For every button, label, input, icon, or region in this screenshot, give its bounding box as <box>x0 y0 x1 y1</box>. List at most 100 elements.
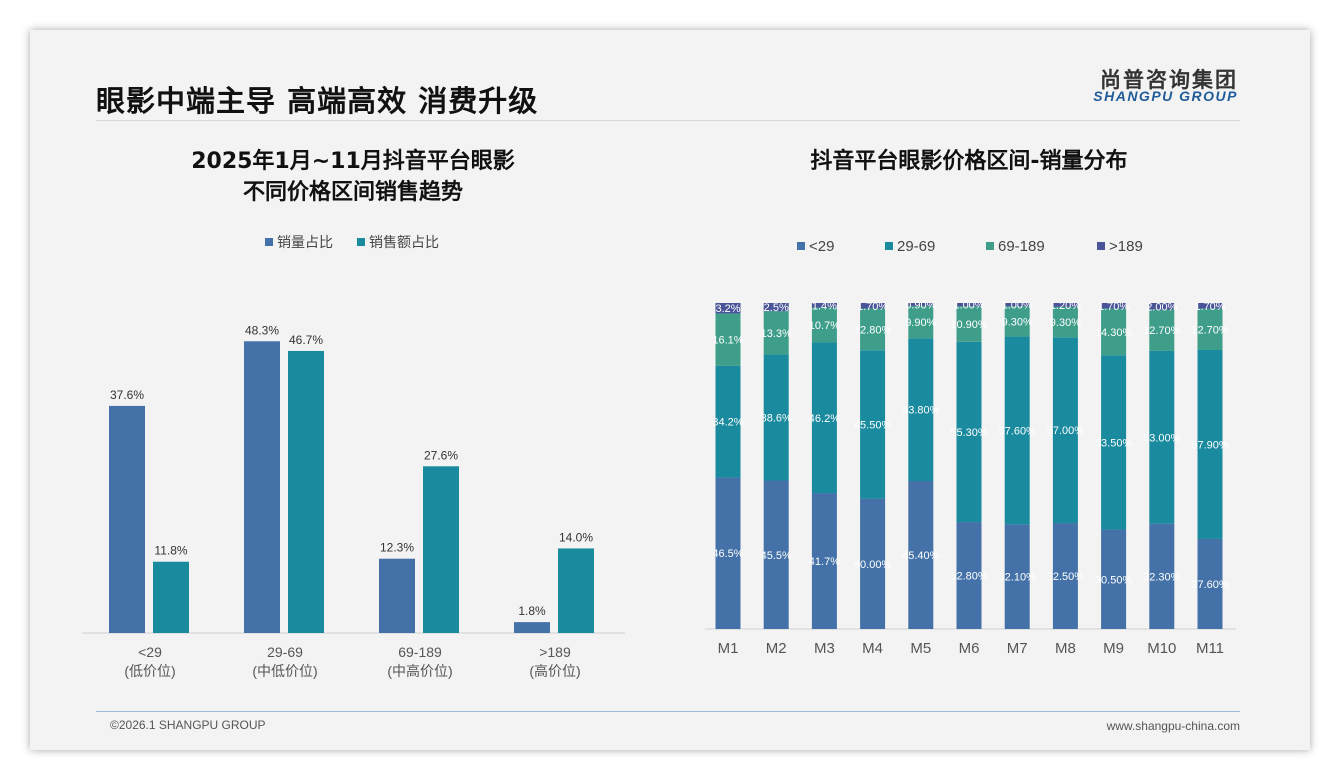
stacked-bar-segment <box>1004 524 1030 629</box>
data-label: 38.6% <box>761 413 792 425</box>
data-label: 14.0% <box>559 530 593 544</box>
legend-swatch <box>885 242 893 250</box>
data-label: 32.10% <box>999 572 1037 584</box>
data-label: 1.70% <box>1098 301 1129 313</box>
stacked-bar-segment <box>1004 336 1030 525</box>
x-tick-sublabel: (中低价位) <box>252 663 317 679</box>
data-label: 53.50% <box>1095 437 1133 449</box>
x-tick-label: M8 <box>1055 640 1076 657</box>
data-label: 12.70% <box>1191 324 1229 336</box>
x-tick-label: M5 <box>910 640 931 657</box>
stacked-bar-segment <box>1197 303 1223 309</box>
stacked-bar-segment <box>811 493 837 629</box>
x-tick-sublabel: (中高价位) <box>387 663 452 679</box>
data-label: 46.7% <box>289 333 323 347</box>
data-label: 41.7% <box>809 556 840 568</box>
stacked-bar-segment <box>763 354 789 481</box>
data-label: 1.00% <box>1002 300 1033 312</box>
data-label: 12.3% <box>380 541 414 555</box>
stacked-bar-segment <box>1149 309 1175 351</box>
data-label: 9.90% <box>905 317 936 329</box>
stacked-bar-segment <box>1149 303 1175 310</box>
stacked-bar-segment <box>715 313 741 366</box>
left-chart-title-line1: 2025年1月~11月抖音平台眼影 <box>191 148 515 174</box>
data-label: 12.80% <box>854 324 892 336</box>
data-label: 32.50% <box>1047 571 1085 583</box>
data-label: 16.1% <box>712 335 743 347</box>
stacked-bar-segment <box>811 307 837 343</box>
stacked-bar-segment <box>1052 303 1078 307</box>
stacked-bar-segment <box>1004 303 1030 307</box>
stacked-bar-segment <box>860 498 886 629</box>
data-label: 1.20% <box>1050 300 1081 312</box>
legend-label: 销售额占比 <box>369 234 439 250</box>
data-label: 45.40% <box>902 550 940 562</box>
right-chart-title: 抖音平台眼影价格区间-销量分布 <box>810 148 1127 174</box>
data-label: 45.50% <box>854 419 892 431</box>
x-tick-label: <29 <box>138 644 162 660</box>
logo-chinese: 尚普咨询集团 <box>1100 68 1238 92</box>
data-label: 46.2% <box>809 413 840 425</box>
data-label: 53.00% <box>1143 432 1181 444</box>
stacked-bar-segment <box>1149 523 1175 629</box>
legend-label: 69-189 <box>998 238 1045 255</box>
x-tick-label: M7 <box>1007 640 1028 657</box>
slide-title: 眼影中端主导 高端高效 消费升级 <box>96 84 539 118</box>
x-tick-label: 69-189 <box>398 644 442 660</box>
data-label: 55.30% <box>950 427 988 439</box>
x-tick-label: M11 <box>1196 640 1224 657</box>
stacked-bar-segment <box>763 480 789 629</box>
stacked-bar-segment <box>860 303 886 309</box>
stacked-bar-segment <box>811 303 837 308</box>
legend-label: 销量占比 <box>277 234 333 250</box>
stacked-bar-segment <box>956 341 982 523</box>
stacked-bar-segment <box>763 303 789 312</box>
x-tick-label: M4 <box>862 640 883 657</box>
bar <box>153 561 189 633</box>
bar <box>514 622 550 633</box>
legend-label: 29-69 <box>897 238 935 255</box>
x-tick-sublabel: (高价位) <box>529 663 580 679</box>
data-label: 9.30% <box>1002 316 1033 328</box>
data-label: 3.2% <box>715 303 740 315</box>
data-label: 40.00% <box>854 559 892 571</box>
stacked-bar-segment <box>1197 308 1223 350</box>
data-label: 1.4% <box>812 300 837 312</box>
slide: 眼影中端主导 高端高效 消费升级 尚普咨询集团 SHANGPU GROUP ©2… <box>30 30 1310 750</box>
stacked-bar-segment <box>1149 350 1175 524</box>
data-label: 57.00% <box>1047 425 1085 437</box>
data-label: 34.2% <box>712 417 743 429</box>
data-label: 57.60% <box>999 425 1037 437</box>
stacked-bar-segment <box>1101 308 1127 356</box>
data-label: 2.5% <box>764 302 789 314</box>
data-label: 57.90% <box>1191 439 1229 451</box>
x-tick-label: M2 <box>766 640 787 657</box>
data-label: 30.50% <box>1095 574 1133 586</box>
x-tick-label: M10 <box>1147 640 1176 657</box>
stacked-bar-segment <box>908 480 934 629</box>
stacked-bar-segment <box>908 303 934 306</box>
stacked-bar-segment <box>908 338 934 481</box>
x-tick-sublabel: (低价位) <box>124 663 175 679</box>
bar <box>379 558 415 633</box>
x-tick-label: M6 <box>959 640 980 657</box>
data-label: 10.7% <box>809 320 840 332</box>
stacked-bar-segment <box>956 306 982 342</box>
stacked-bar-segment <box>1101 355 1127 530</box>
data-label: 48.3% <box>245 323 279 337</box>
data-label: 1.8% <box>518 604 546 618</box>
stacked-bar-segment <box>1101 303 1127 309</box>
legend-swatch <box>357 238 365 246</box>
legend-label: >189 <box>1109 238 1143 255</box>
stacked-bar-segment <box>715 365 741 478</box>
data-label: 9.30% <box>1050 317 1081 329</box>
x-tick-label: 29-69 <box>267 644 303 660</box>
footer-website: www.shangpu-china.com <box>1106 719 1240 733</box>
legend-label: <29 <box>809 238 834 255</box>
data-label: 14.30% <box>1095 327 1133 339</box>
data-label: 45.5% <box>761 550 792 562</box>
legend-swatch <box>265 238 273 246</box>
stacked-bar-segment <box>860 308 886 351</box>
data-label: 2.00% <box>1146 301 1177 313</box>
